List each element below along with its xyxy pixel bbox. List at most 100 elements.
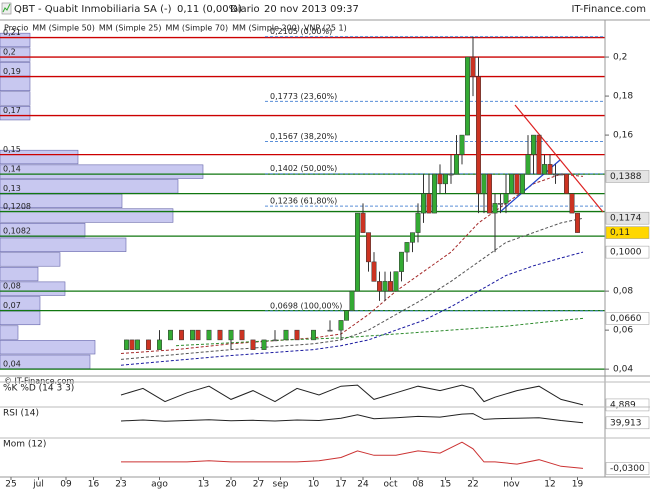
candle-body (410, 232, 415, 243)
axes: 0,2 0,18 0,16 0,08 0,06 0,04 0,1388 0,1174 0,11 0… (5, 53, 650, 490)
x-tick-label: ago (151, 480, 168, 490)
volume-bar (0, 325, 19, 340)
candle-body (195, 329, 201, 341)
y-tick-label: 0,18 (613, 92, 633, 102)
x-tick-label: 24 (357, 480, 369, 490)
candle-body (338, 320, 344, 331)
candle-body (564, 173, 569, 194)
candle-body (558, 173, 564, 176)
candles (124, 36, 580, 350)
indicator-label: RSI (14) (3, 409, 39, 419)
price-marker-label: 0,1174 (610, 214, 642, 224)
candle-body (575, 212, 580, 233)
level-label: 0,21 (3, 28, 21, 37)
volume-bar (0, 266, 39, 282)
candle-body (454, 154, 459, 175)
legend-entry: MM (Simple 200) (232, 24, 300, 33)
x-tick-label: 17 (335, 480, 346, 490)
x-tick-label: 23 (115, 480, 126, 490)
candle-body (509, 173, 514, 194)
indicator-marker-label: -0,0300 (610, 464, 645, 474)
candle-body (415, 212, 421, 233)
volume-bar (0, 149, 79, 165)
candle-body (371, 261, 377, 282)
indicator-marker (605, 416, 650, 430)
x-tick-label: nov (503, 480, 520, 490)
candle-body (481, 173, 487, 194)
main-plot: 0,21 0,2 0,19 0,17 0,15 0,14 0,13 0,1208 0,1082 0… (0, 27, 605, 370)
candle-body (426, 193, 432, 214)
level-label: 0,17 (3, 106, 21, 115)
candle-body (531, 134, 536, 155)
x-tick-label: 12 (544, 480, 555, 490)
candle-body (388, 281, 393, 292)
level-label: 0,14 (3, 165, 21, 174)
candle-body (349, 290, 355, 311)
price-marker-label: 0,11 (610, 228, 630, 238)
candle-body (327, 329, 333, 332)
level-label: 0,2 (3, 48, 16, 57)
candle-body (168, 329, 173, 341)
candle-body (250, 339, 256, 350)
candle-body (217, 329, 223, 341)
y-tick-label: 0,2 (613, 53, 627, 63)
candle-body (124, 339, 129, 350)
candle-body (569, 193, 575, 214)
level-label: 0,1208 (3, 202, 31, 211)
volume-profile (0, 32, 204, 369)
candle-body (476, 76, 481, 194)
volume-bar (0, 340, 96, 355)
price-marker (605, 226, 650, 239)
x-tick-label: sep (273, 480, 289, 490)
fib-label: 0,1773 (23,60%) (270, 92, 337, 101)
volume-bar (0, 47, 31, 62)
candle-body (459, 134, 465, 155)
level-label: 0,1082 (3, 227, 31, 236)
candle-body (382, 281, 388, 292)
candle-body (432, 173, 437, 214)
candle-body (437, 173, 443, 185)
brand: IT-Finance.com (571, 4, 646, 15)
symbol: QBT - Quabit Inmobiliaria SA (-) (14, 4, 172, 15)
ma-line (120, 251, 584, 366)
volume-bar (0, 164, 204, 179)
level-label: 0,19 (3, 67, 21, 76)
x-tick-label: oct (384, 480, 398, 490)
candle-body (553, 173, 558, 176)
indicator-marker-label: 39,913 (610, 418, 642, 428)
candle-body (146, 339, 151, 350)
candle-body (344, 310, 349, 321)
volume-bar (0, 179, 179, 194)
x-tick-label: 19 (572, 480, 584, 490)
legend-entry: Precio (4, 24, 28, 33)
candle-body (283, 329, 289, 341)
candle-body (129, 339, 135, 350)
candle-body (503, 193, 509, 204)
candle-body (179, 329, 184, 341)
levels (0, 36, 605, 370)
candle-body (404, 242, 410, 253)
candle-body (547, 164, 553, 175)
trend-line (514, 104, 604, 213)
price-marker-label: 0,0660 (610, 314, 642, 324)
volume-bar (0, 223, 86, 238)
x-tick-label: 25 (5, 480, 16, 490)
candle-body (228, 329, 234, 341)
candle-body (272, 339, 278, 342)
fib-label: 0,2105 (0,00%) (270, 27, 332, 36)
ma-line (120, 217, 584, 360)
price-marker (605, 312, 650, 325)
candle-body (294, 329, 300, 341)
candle-body (239, 329, 245, 341)
candle-body (377, 281, 382, 292)
fib-label: 0,1236 (61,80%) (270, 197, 337, 206)
volume-bar (0, 237, 127, 252)
volume-bar (0, 252, 61, 267)
candle-body (157, 339, 162, 350)
candle-body (492, 203, 498, 214)
x-tick-label: 20 (225, 480, 237, 490)
x-tick-label: 27 (253, 480, 264, 490)
watermark: © IT-Finance.com (4, 377, 74, 386)
price-marker-label: 0,1000 (610, 248, 642, 258)
indicator-marker (605, 462, 650, 475)
